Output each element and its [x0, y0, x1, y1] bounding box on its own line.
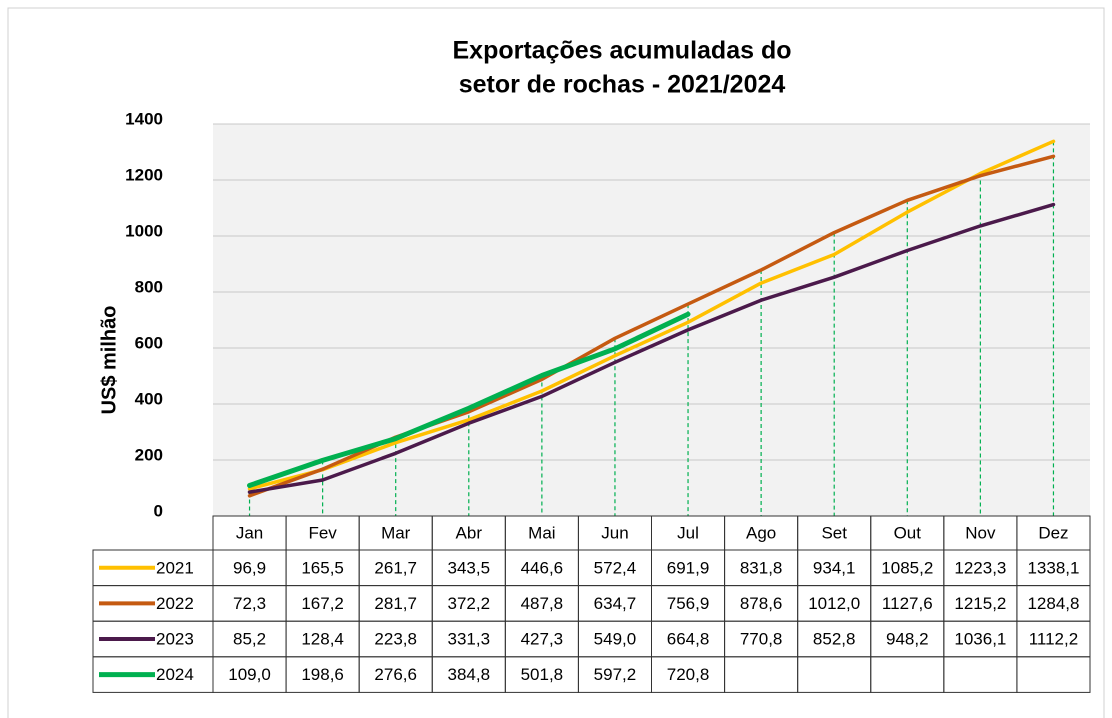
- x-tick-label: Ago: [746, 523, 776, 542]
- y-tick-label: 800: [135, 277, 163, 296]
- data-label: 934,1: [813, 558, 856, 577]
- data-label: 1284,8: [1027, 594, 1079, 613]
- data-label: 1215,2: [954, 594, 1006, 613]
- y-tick-label: 400: [135, 389, 163, 408]
- y-tick-label: 0: [154, 501, 163, 520]
- data-label: 446,6: [521, 558, 564, 577]
- data-label: 664,8: [667, 629, 710, 648]
- x-tick-label: Jan: [236, 523, 263, 542]
- x-tick-label: Abr: [456, 523, 483, 542]
- data-label: 223,8: [374, 629, 417, 648]
- data-label: 167,2: [301, 594, 344, 613]
- data-label: 1012,0: [808, 594, 860, 613]
- x-tick-label: Jul: [677, 523, 699, 542]
- chart-title: Exportações acumuladas do: [452, 37, 791, 65]
- data-label: 691,9: [667, 558, 710, 577]
- y-axis-label: US$ milhão: [98, 306, 120, 415]
- series-line: [247, 139, 1056, 491]
- data-label: 109,0: [228, 665, 271, 684]
- y-tick-label: 1000: [125, 221, 163, 240]
- data-label: 276,6: [374, 665, 417, 684]
- x-tick-label: Mar: [381, 523, 411, 542]
- data-label: 96,9: [233, 558, 266, 577]
- data-label: 372,2: [448, 594, 491, 613]
- data-label: 770,8: [740, 629, 783, 648]
- x-tick-label: Dez: [1038, 523, 1068, 542]
- legend-label: 2024: [156, 665, 194, 684]
- data-label: 852,8: [813, 629, 856, 648]
- series-line: [247, 311, 691, 488]
- x-tick-label: Mai: [528, 523, 555, 542]
- data-label: 634,7: [594, 594, 637, 613]
- x-tick-label: Nov: [965, 523, 996, 542]
- data-label: 384,8: [448, 665, 491, 684]
- x-tick-label: Fev: [308, 523, 337, 542]
- data-label: 501,8: [521, 665, 564, 684]
- data-label: 281,7: [374, 594, 417, 613]
- data-label: 487,8: [521, 594, 564, 613]
- data-label: 343,5: [448, 558, 491, 577]
- x-tick-label: Out: [894, 523, 922, 542]
- legend-label: 2023: [156, 629, 194, 648]
- data-label: 878,6: [740, 594, 783, 613]
- data-label: 85,2: [233, 629, 266, 648]
- y-tick-label: 1200: [125, 165, 163, 184]
- data-label: 549,0: [594, 629, 637, 648]
- chart-title: setor de rochas - 2021/2024: [459, 71, 786, 99]
- data-label: 128,4: [301, 629, 344, 648]
- y-tick-label: 200: [135, 445, 163, 464]
- legend-label: 2022: [156, 594, 194, 613]
- data-label: 427,3: [521, 629, 564, 648]
- data-label: 261,7: [374, 558, 417, 577]
- data-label: 331,3: [448, 629, 491, 648]
- data-label: 72,3: [233, 594, 266, 613]
- data-label: 1127,6: [882, 594, 933, 613]
- series-line: [247, 202, 1056, 494]
- data-label: 198,6: [301, 665, 344, 684]
- y-tick-label: 1400: [125, 109, 163, 128]
- data-label: 948,2: [886, 629, 929, 648]
- data-label: 1085,2: [881, 558, 933, 577]
- data-label: 831,8: [740, 558, 783, 577]
- table-cell: [1016, 656, 1091, 693]
- data-label: 1036,1: [954, 629, 1006, 648]
- data-label: 165,5: [301, 558, 344, 577]
- legend-label: 2021: [156, 558, 194, 577]
- data-label: 756,9: [667, 594, 710, 613]
- data-label: 720,8: [667, 665, 710, 684]
- y-tick-label: 600: [135, 333, 163, 352]
- data-label: 572,4: [594, 558, 637, 577]
- data-label: 1112,2: [1029, 629, 1078, 648]
- data-label: 1338,1: [1027, 558, 1079, 577]
- x-tick-label: Jun: [601, 523, 628, 542]
- data-label: 597,2: [594, 665, 637, 684]
- data-label: 1223,3: [954, 558, 1006, 577]
- x-tick-label: Set: [821, 523, 847, 542]
